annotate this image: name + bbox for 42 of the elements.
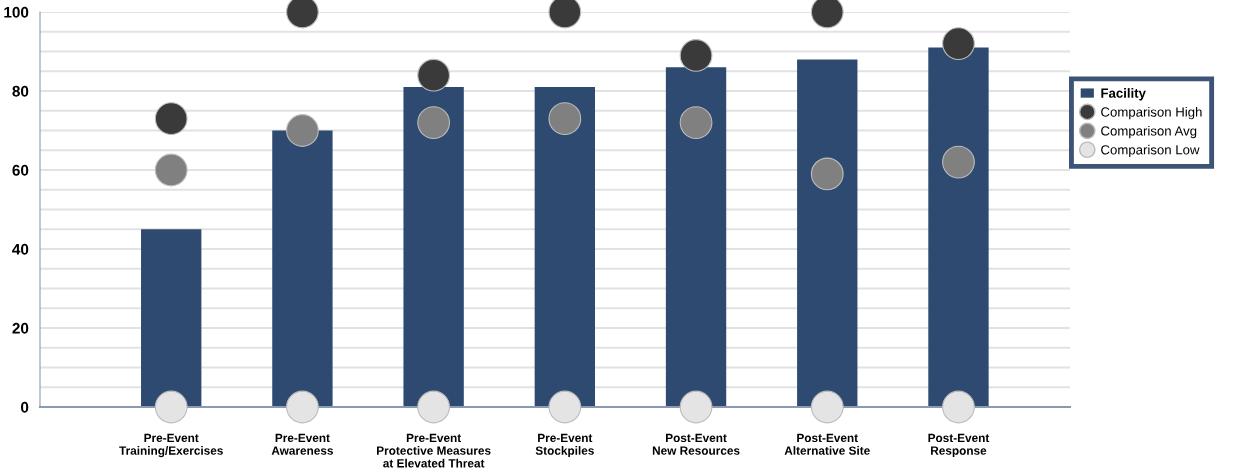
point (548, 390, 582, 424)
x-tick-label: Pre-Event Awareness (271, 433, 334, 455)
y-tick-label: 0 (21, 401, 29, 413)
point (942, 390, 975, 424)
point (548, 102, 582, 136)
bar (665, 67, 727, 407)
point (154, 153, 188, 187)
y-tick-label: 20 (12, 322, 29, 334)
point (810, 157, 844, 191)
point (679, 390, 713, 424)
legend-label: Comparison High (1101, 107, 1202, 120)
bar (928, 47, 989, 407)
y-tick-label: 60 (12, 164, 29, 176)
point (810, 390, 844, 424)
point (942, 27, 975, 60)
y-tick-label: 100 (4, 6, 29, 18)
point (417, 106, 451, 139)
bar (141, 229, 202, 407)
x-tick-label: Pre-Event Training/Exercises (119, 433, 223, 458)
x-tick-label: Post-Event New Resources (652, 433, 740, 455)
bar (534, 87, 596, 407)
x-tick-label: Pre-Event Stockpiles (535, 433, 594, 458)
point (417, 58, 451, 92)
bar (797, 59, 858, 407)
point (679, 39, 713, 72)
point (154, 390, 188, 424)
y-tick-label: 80 (12, 85, 29, 97)
legend-label: Facility (1101, 88, 1146, 101)
bar (403, 87, 464, 407)
point (679, 106, 713, 139)
y-tick-label: 40 (12, 243, 29, 255)
x-tick-label: Post-Event Alternative Site (784, 433, 870, 455)
x-tick-label: Post-Event Response (928, 433, 990, 458)
x-tick-label: Pre-Event Protective Measures at Elevated Threat (377, 433, 491, 468)
point (286, 390, 319, 424)
point (417, 390, 451, 424)
point (942, 145, 975, 179)
legend-label: Comparison Avg (1101, 125, 1197, 139)
point (286, 114, 319, 147)
legend-label: Comparison Low (1101, 144, 1200, 158)
point (154, 102, 188, 136)
bar (272, 130, 333, 407)
